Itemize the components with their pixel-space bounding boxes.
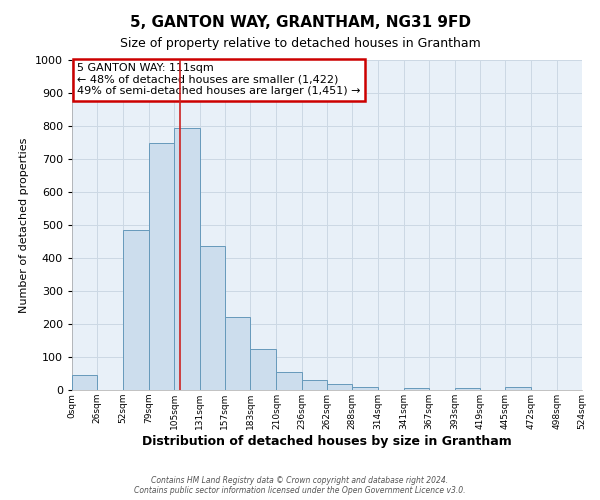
Bar [302,380,327,390]
Bar [199,246,225,390]
Bar [72,375,97,390]
Bar [404,388,429,390]
Bar [250,349,277,390]
Bar [277,372,302,390]
Bar [149,142,174,390]
Bar [122,230,149,390]
Bar [327,384,352,390]
Bar [455,388,480,390]
Bar [352,386,377,390]
Y-axis label: Number of detached properties: Number of detached properties [19,138,29,312]
Text: Contains HM Land Registry data © Crown copyright and database right 2024.
Contai: Contains HM Land Registry data © Crown c… [134,476,466,495]
Bar [505,388,532,390]
Bar [174,128,200,390]
Text: 5, GANTON WAY, GRANTHAM, NG31 9FD: 5, GANTON WAY, GRANTHAM, NG31 9FD [130,15,470,30]
Text: 5 GANTON WAY: 111sqm
← 48% of detached houses are smaller (1,422)
49% of semi-de: 5 GANTON WAY: 111sqm ← 48% of detached h… [77,64,361,96]
X-axis label: Distribution of detached houses by size in Grantham: Distribution of detached houses by size … [142,434,512,448]
Text: Size of property relative to detached houses in Grantham: Size of property relative to detached ho… [119,38,481,51]
Bar [225,318,250,390]
